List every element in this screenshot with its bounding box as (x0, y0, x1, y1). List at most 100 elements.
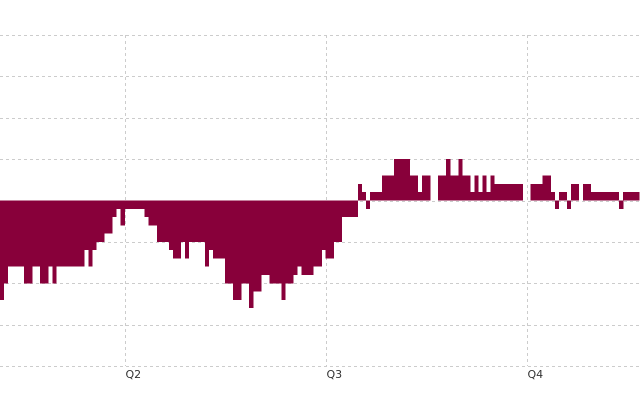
bar (140, 200, 145, 209)
bar (518, 183, 523, 201)
bar (164, 200, 169, 242)
bar (466, 175, 471, 201)
bar (462, 175, 467, 201)
bars-series (0, 159, 640, 309)
bar (530, 183, 535, 201)
bar (482, 175, 487, 201)
bar (116, 200, 121, 209)
bar (184, 200, 190, 259)
bar (357, 183, 362, 201)
bar (237, 200, 242, 300)
bar (586, 183, 592, 201)
bar (120, 200, 125, 226)
bar (245, 200, 250, 284)
bar (418, 192, 423, 201)
bar (534, 183, 539, 201)
bar (442, 175, 447, 201)
bar (470, 192, 475, 201)
bar (132, 200, 137, 209)
bar (88, 200, 93, 267)
bar (213, 200, 218, 259)
bar (550, 192, 555, 201)
bar (76, 200, 81, 267)
bar (474, 175, 479, 201)
bar (406, 159, 411, 201)
bar (108, 200, 113, 234)
bar (397, 159, 403, 201)
bar (281, 200, 286, 300)
bar (498, 183, 503, 201)
bar (289, 200, 294, 284)
x-tick-label: Q2 (126, 368, 142, 381)
bar (84, 200, 89, 251)
bar (32, 200, 37, 267)
bar (273, 200, 278, 284)
bar (454, 175, 459, 201)
bar (92, 200, 97, 251)
x-tick-label: Q4 (528, 368, 544, 381)
bar (44, 200, 49, 284)
bar (20, 200, 25, 267)
bar (590, 192, 596, 201)
bar (180, 200, 186, 242)
bar (603, 192, 608, 201)
bar (369, 192, 375, 201)
bar (269, 200, 274, 284)
bar (598, 192, 604, 201)
bar (249, 200, 254, 309)
bar (402, 159, 407, 201)
bar (4, 200, 9, 284)
bar (422, 175, 427, 201)
bar (172, 200, 178, 259)
bar (486, 192, 491, 201)
bar (257, 200, 262, 292)
bar (538, 183, 543, 201)
bar (196, 200, 202, 242)
bar (377, 192, 383, 201)
bar (582, 183, 588, 201)
bar (48, 200, 53, 267)
bar (16, 200, 21, 267)
bar (558, 192, 563, 201)
bar (225, 200, 230, 284)
bar (635, 192, 640, 201)
bar (64, 200, 69, 267)
bar (393, 159, 399, 201)
bar (337, 200, 342, 242)
bar (301, 200, 306, 275)
x-tick-label: Q3 (327, 368, 343, 381)
x-tick-labels: Q2 Q3 Q4 (126, 368, 544, 381)
bar (209, 200, 214, 251)
x-gridlines (125, 35, 528, 366)
bar (192, 200, 198, 242)
bar (562, 192, 567, 201)
bar (450, 175, 455, 201)
bar (329, 200, 334, 259)
bar (341, 200, 346, 218)
bar (0, 200, 5, 300)
bar (241, 200, 246, 284)
bar (502, 183, 507, 201)
bar (160, 200, 165, 242)
bar (36, 200, 41, 267)
bar (229, 200, 234, 284)
bar (410, 175, 415, 201)
bar (100, 200, 105, 242)
bar (389, 175, 395, 201)
bar (72, 200, 77, 267)
bar (28, 200, 33, 284)
bar (313, 200, 318, 267)
bar (293, 200, 298, 275)
bar (615, 192, 620, 201)
bar (144, 200, 149, 218)
bar (619, 200, 624, 209)
bar (80, 200, 85, 267)
bar (446, 159, 451, 201)
bar (623, 192, 628, 201)
bar (333, 200, 338, 242)
bar (56, 200, 61, 267)
bar (546, 175, 551, 201)
bar (345, 200, 350, 218)
bar (104, 200, 109, 234)
